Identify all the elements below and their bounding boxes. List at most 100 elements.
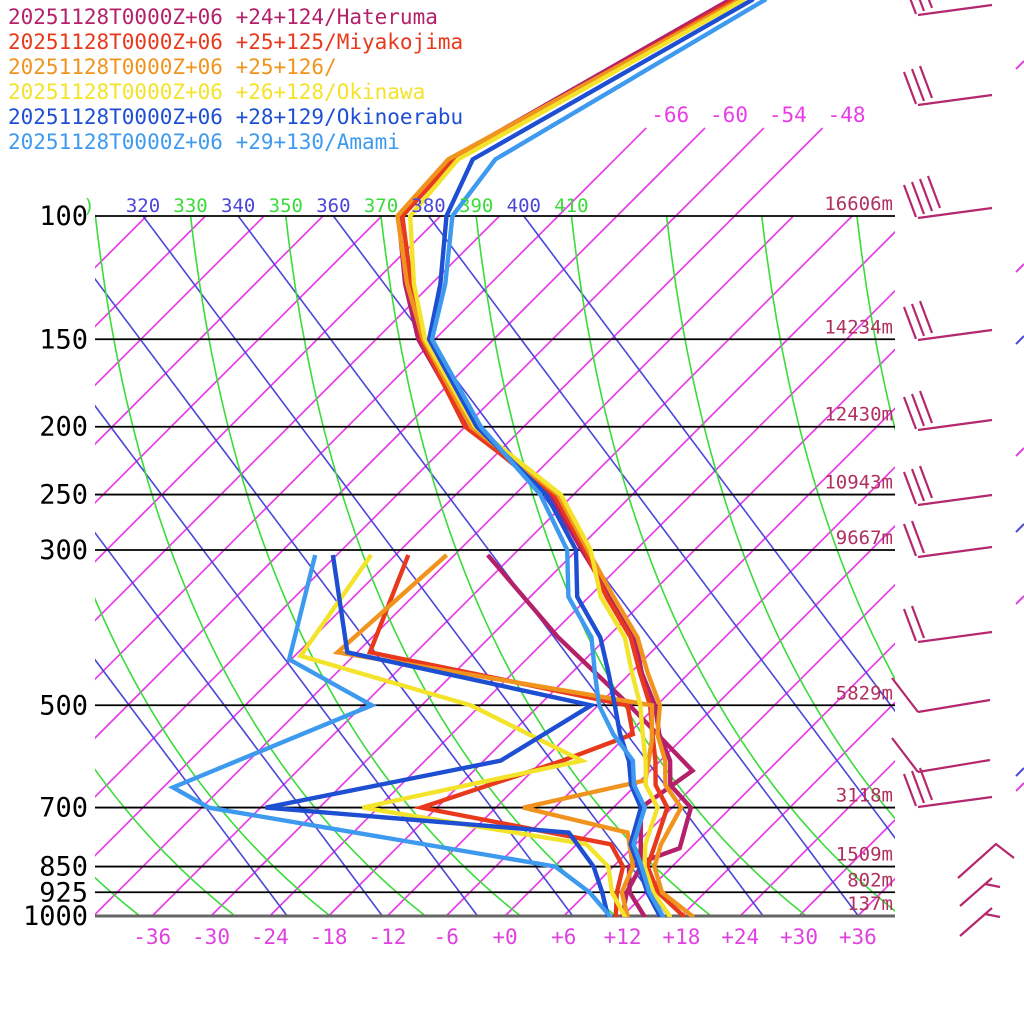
wind-barb [959,907,1001,937]
temperature-curve-Amami [429,0,768,917]
pressure-label-250: 250 [39,480,88,511]
moist-adiabat-curve [475,216,807,917]
moist-adiabat-curve [952,216,1024,916]
bottom-axis-tick-label: -24 [251,925,289,949]
wind-barb [902,65,993,107]
moist-adiabat-curve [665,216,895,820]
edge-tick [1015,523,1024,533]
isotherm-extension [733,127,824,217]
height-label-100: 16606m [824,193,893,215]
wind-barb [959,877,1001,907]
legend-line-station2: 20251128T0000Z+06 +25+126/ [8,55,337,79]
wind-barb [902,767,993,809]
moist-adiabat-curve [761,216,895,681]
pressure-label-700: 700 [39,793,88,824]
top-axis-label: 400 [507,195,541,217]
edge-tick [1015,263,1024,273]
pressure-label-100: 100 [39,201,88,232]
isotherm-line [95,216,324,446]
isotherm-line [269,289,895,917]
top-axis-label: 390 [459,195,493,217]
top-axis-label: 370 [364,195,398,217]
top-axis-label: 330 [173,195,207,217]
pressure-label-150: 150 [39,324,88,355]
top-axis-label: 380 [411,195,445,217]
bottom-axis-tick-label: +12 [604,925,642,949]
upper-isotherm-extensions: -66 -60 -54 -48 [557,103,866,217]
isotherm-line [95,216,559,681]
moist-adiabat-curve [285,216,617,917]
isotherm-line [95,216,501,622]
bottom-axis-tick-label: +30 [780,925,818,949]
pressure-label-850: 850 [39,852,88,883]
top-axis-label: 360 [316,195,350,217]
dry-adiabat-line [95,531,384,917]
legend-line-Miyakojima: 20251128T0000Z+06 +25+125/Miyakojima [8,30,463,54]
legend-line-Okinoerabu: 20251128T0000Z+06 +28+129/Okinoerabu [8,105,463,129]
bottom-axis-tick-label: -6 [434,925,459,949]
pressure-label-925: 925 [39,877,88,908]
sounding-legend: 20251128T0000Z+06 +24+124/Hateruma202511… [8,5,463,154]
isotherm-line [0,216,29,916]
isotherm-line [95,216,265,387]
isotherm-line [95,216,207,328]
wind-barb [902,465,993,507]
isotherm-line [95,216,442,563]
pressure-label-300: 300 [39,535,88,566]
isotherm-line [151,216,853,917]
isotherm-line [621,642,895,917]
dry-adiabat-line [95,404,479,917]
wind-barbs [891,0,1024,937]
legend-line-Okinawa: 20251128T0000Z+06 +26+128/Okinawa [8,80,425,104]
wind-barb [902,390,993,432]
bottom-axis-tick-label: -12 [368,925,406,949]
temperature-curve-plus25plus126 [395,0,742,917]
top-axis-label: 320 [126,195,160,217]
wind-barb [902,175,993,220]
bottom-axis-tick-label: -36 [133,925,171,949]
edge-tick [1015,767,1024,777]
height-label-150: 14234m [824,316,893,338]
height-label-700: 3118m [836,785,893,807]
height-label-300: 9667m [836,527,893,549]
wind-barb [957,842,1015,879]
isotherm-line [504,524,895,917]
isotherm-line [680,701,895,917]
dewpoint-curve-Amami [167,554,613,917]
moist-adiabat-curve [95,768,236,917]
height-label-925: 802m [847,869,893,891]
moist-adiabat-curve [95,216,426,917]
top-axis-label: 350 [269,195,303,217]
temperature-curve-Okinawa [407,0,746,917]
height-label-500: 5829m [836,682,893,704]
bottom-axis-tick-label: +24 [721,925,759,949]
isotherm-line [386,407,895,917]
dry-adiabat-line [95,658,288,917]
wind-barb [891,677,991,714]
edge-tick [1015,335,1024,345]
dewpoint-curve-Okinoerabu [265,554,611,917]
upper-isotherm-label: -48 [828,103,866,127]
isotherm-line [917,216,1024,916]
moist-adiabat-curve [856,216,895,432]
edge-tick [1015,60,1024,70]
upper-isotherm-label: -66 [651,103,689,127]
temperature-curve-Miyakojima [400,0,737,917]
upper-isotherm-label: -60 [710,103,748,127]
bottom-axis-tick-label: +36 [839,925,877,949]
sounding-curves [167,0,768,917]
bottom-axis-tick-label: -30 [192,925,230,949]
isotherm-line [95,216,383,505]
wind-barb [902,520,993,559]
wind-barb [902,605,993,644]
top-axis-label: 340 [221,195,255,217]
isotherm-line [95,216,795,916]
isotherm-line [210,230,895,917]
bottom-axis-tick-label: +6 [551,925,576,949]
legend-line-Amami: 20251128T0000Z+06 +29+130/Amami [8,130,400,154]
dry-adiabat-line [427,216,895,840]
pressure-label-500: 500 [39,690,88,721]
pressure-label-1000: 1000 [23,901,88,932]
